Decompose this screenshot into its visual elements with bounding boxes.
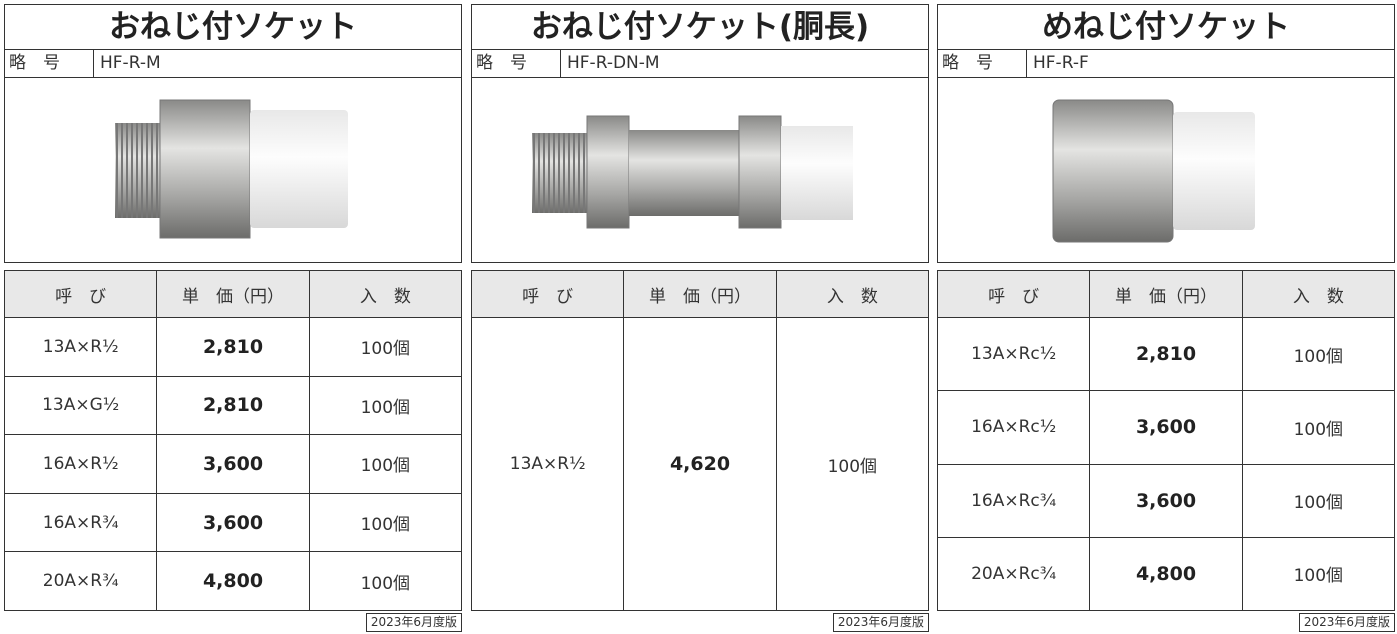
quantity: 100個 <box>308 317 463 377</box>
edition: 2023年6月度版 <box>1298 613 1395 632</box>
quantity: 100個 <box>308 492 463 553</box>
price-table: 呼 び単 価（円）入 数 13A×R½ 4,620 100個 <box>470 270 930 611</box>
table-row: 16A×Rc¾ 3,600 100個 <box>936 463 1396 538</box>
size: 20A×R¾ <box>3 551 158 611</box>
price: 4,620 <box>623 317 777 611</box>
code-value: HF-R-DN-M <box>567 53 660 73</box>
table-row: 13A×R½ 4,620 100個 <box>470 317 930 611</box>
code-label: 略 号 <box>472 50 561 77</box>
code-row: 略 号 HF-R-DN-M <box>471 49 929 78</box>
quantity: 100個 <box>308 434 463 494</box>
product-image <box>532 115 853 229</box>
table-row: 13A×R½ 2,810 100個 <box>3 317 463 377</box>
code-row: 略 号 HF-R-F <box>937 49 1395 78</box>
size: 16A×R¾ <box>3 492 158 553</box>
price: 2,810 <box>156 317 310 377</box>
column-header: 入 数 <box>1241 270 1396 318</box>
panel-title: おねじ付ソケット(胴長) <box>471 4 929 50</box>
code-value: HF-R-M <box>100 53 161 73</box>
size: 16A×Rc½ <box>936 390 1091 465</box>
price: 3,600 <box>1089 390 1243 465</box>
edition: 2023年6月度版 <box>832 613 929 632</box>
size: 13A×Rc½ <box>936 316 1091 392</box>
column-header: 単 価（円） <box>623 270 777 318</box>
column-header: 単 価（円） <box>156 270 310 318</box>
header-row: 呼 び単 価（円）入 数 <box>936 270 1396 318</box>
code-label: 略 号 <box>938 50 1027 77</box>
size: 13A×G½ <box>3 375 158 436</box>
size: 16A×R½ <box>3 434 158 494</box>
price: 4,800 <box>156 551 310 611</box>
quantity: 100個 <box>775 317 930 611</box>
column-header: 呼 び <box>936 270 1091 318</box>
quantity: 100個 <box>1241 536 1396 612</box>
image-box <box>937 77 1395 263</box>
code-label: 略 号 <box>5 50 94 77</box>
quantity: 100個 <box>1241 463 1396 538</box>
price: 3,600 <box>156 492 310 553</box>
price-table: 呼 び単 価（円）入 数 13A×Rc½ 2,810 100個 16A×Rc½ 3,600… <box>936 270 1396 612</box>
quantity: 100個 <box>308 551 463 611</box>
size: 20A×Rc¾ <box>936 536 1091 612</box>
code-row: 略 号 HF-R-M <box>4 49 462 78</box>
price: 3,600 <box>156 434 310 494</box>
image-box <box>471 77 929 263</box>
table-row: 16A×Rc½ 3,600 100個 <box>936 390 1396 465</box>
table-row: 13A×G½ 2,810 100個 <box>3 375 463 436</box>
column-header: 入 数 <box>308 270 463 318</box>
header-row: 呼 び単 価（円）入 数 <box>3 270 463 318</box>
price: 4,800 <box>1089 536 1243 612</box>
price: 3,600 <box>1089 463 1243 538</box>
quantity: 100個 <box>308 375 463 436</box>
table-row: 13A×Rc½ 2,810 100個 <box>936 316 1396 392</box>
header-row: 呼 び単 価（円）入 数 <box>470 270 930 318</box>
column-header: 呼 び <box>470 270 625 318</box>
image-box <box>4 77 462 263</box>
price: 2,810 <box>156 375 310 436</box>
code-value: HF-R-F <box>1033 53 1089 73</box>
table-row: 20A×Rc¾ 4,800 100個 <box>936 536 1396 612</box>
quantity: 100個 <box>1241 390 1396 465</box>
size: 16A×Rc¾ <box>936 463 1091 538</box>
column-header: 単 価（円） <box>1089 270 1243 318</box>
column-header: 呼 び <box>3 270 158 318</box>
quantity: 100個 <box>1241 316 1396 392</box>
edition: 2023年6月度版 <box>365 613 462 632</box>
panel-title: めねじ付ソケット <box>937 4 1395 50</box>
size: 13A×R½ <box>3 317 158 377</box>
table-row: 16A×R½ 3,600 100個 <box>3 434 463 494</box>
product-image <box>115 99 348 239</box>
product-image <box>1052 99 1255 243</box>
column-header: 入 数 <box>775 270 930 318</box>
price: 2,810 <box>1089 316 1243 392</box>
price-table: 呼 び単 価（円）入 数 13A×R½ 2,810 100個 13A×G½ 2,810 10… <box>3 270 463 611</box>
table-row: 16A×R¾ 3,600 100個 <box>3 492 463 553</box>
table-row: 20A×R¾ 4,800 100個 <box>3 551 463 611</box>
panel-title: おねじ付ソケット <box>4 4 462 50</box>
size: 13A×R½ <box>470 317 625 611</box>
